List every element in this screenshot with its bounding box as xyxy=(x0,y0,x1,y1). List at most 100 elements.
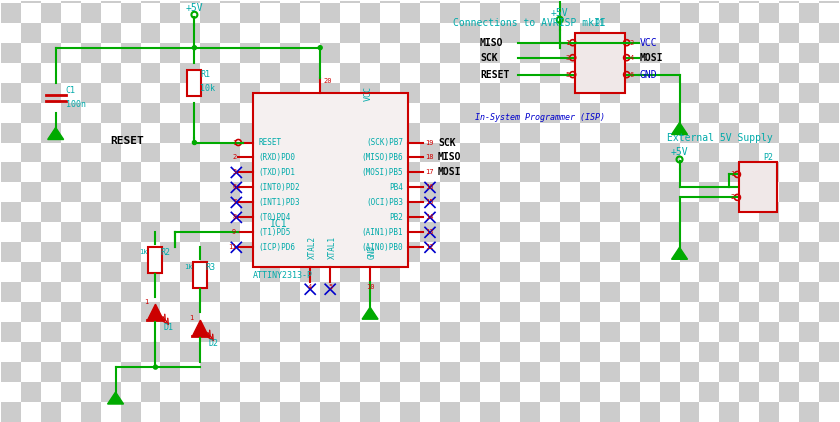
Bar xyxy=(719,242,739,262)
Bar xyxy=(160,83,181,103)
Text: 2: 2 xyxy=(232,154,236,160)
Bar xyxy=(540,3,559,23)
Bar xyxy=(1,0,21,3)
Bar xyxy=(1,203,21,222)
Bar xyxy=(101,43,121,62)
Text: RESET: RESET xyxy=(111,135,144,146)
Bar xyxy=(580,362,600,382)
Bar xyxy=(680,0,700,3)
Bar xyxy=(759,182,780,203)
Bar xyxy=(600,402,620,422)
Bar xyxy=(800,162,819,182)
Bar xyxy=(559,282,580,302)
Bar xyxy=(140,83,160,103)
Bar xyxy=(580,143,600,162)
Bar xyxy=(639,0,659,3)
Polygon shape xyxy=(48,127,64,140)
Bar xyxy=(759,242,780,262)
Bar xyxy=(160,322,181,342)
Bar xyxy=(181,242,201,262)
Bar xyxy=(81,402,101,422)
Bar xyxy=(81,62,101,83)
Bar xyxy=(320,83,340,103)
Bar xyxy=(659,0,680,3)
Bar xyxy=(620,402,639,422)
Text: 3: 3 xyxy=(232,170,236,176)
Bar xyxy=(21,62,40,83)
Bar xyxy=(201,203,220,222)
Bar xyxy=(440,342,460,362)
Bar xyxy=(800,0,819,3)
Bar xyxy=(780,62,800,83)
Bar xyxy=(700,83,719,103)
Bar xyxy=(659,302,680,322)
Bar xyxy=(360,162,380,182)
Bar xyxy=(60,302,81,322)
Text: (SCK)PB7: (SCK)PB7 xyxy=(366,138,403,147)
Bar xyxy=(340,242,360,262)
Bar xyxy=(121,62,140,83)
Bar xyxy=(101,182,121,203)
Bar xyxy=(240,362,260,382)
Bar xyxy=(719,222,739,242)
Bar xyxy=(201,83,220,103)
Text: 12: 12 xyxy=(425,244,433,250)
Bar xyxy=(360,143,380,162)
Bar xyxy=(800,43,819,62)
Bar xyxy=(21,83,40,103)
Bar xyxy=(739,162,777,212)
Circle shape xyxy=(318,46,323,50)
Bar xyxy=(320,342,340,362)
Bar xyxy=(300,302,320,322)
Bar xyxy=(140,143,160,162)
Bar xyxy=(780,362,800,382)
Bar xyxy=(121,342,140,362)
Bar xyxy=(680,203,700,222)
Bar xyxy=(201,62,220,83)
Bar xyxy=(500,122,520,143)
Bar xyxy=(240,222,260,242)
Bar xyxy=(240,62,260,83)
Bar xyxy=(140,0,160,3)
Bar xyxy=(121,0,140,3)
Bar xyxy=(300,143,320,162)
Text: D1: D1 xyxy=(164,323,174,332)
Bar xyxy=(140,402,160,422)
Bar xyxy=(121,402,140,422)
Bar xyxy=(580,222,600,242)
Bar xyxy=(540,242,559,262)
Bar xyxy=(281,402,300,422)
Bar xyxy=(320,3,340,23)
Bar xyxy=(160,23,181,43)
Bar xyxy=(800,282,819,302)
Bar xyxy=(1,282,21,302)
Bar xyxy=(500,382,520,402)
Bar xyxy=(201,3,220,23)
Bar xyxy=(620,43,639,62)
Bar xyxy=(580,203,600,222)
Bar xyxy=(240,182,260,203)
Bar xyxy=(600,162,620,182)
Bar xyxy=(21,262,40,282)
Bar xyxy=(460,143,480,162)
Bar xyxy=(60,382,81,402)
Bar xyxy=(160,3,181,23)
Bar xyxy=(60,362,81,382)
Bar xyxy=(300,3,320,23)
Bar xyxy=(201,143,220,162)
Bar xyxy=(40,242,60,262)
Bar xyxy=(1,43,21,62)
Bar xyxy=(340,402,360,422)
Bar xyxy=(160,122,181,143)
Bar xyxy=(81,162,101,182)
Bar xyxy=(121,23,140,43)
Bar xyxy=(520,222,540,242)
Bar xyxy=(320,302,340,322)
Text: R2: R2 xyxy=(160,248,171,257)
Bar xyxy=(420,402,440,422)
Bar xyxy=(659,242,680,262)
Bar xyxy=(160,43,181,62)
Bar xyxy=(260,0,281,3)
Bar xyxy=(559,3,580,23)
Bar xyxy=(60,122,81,143)
